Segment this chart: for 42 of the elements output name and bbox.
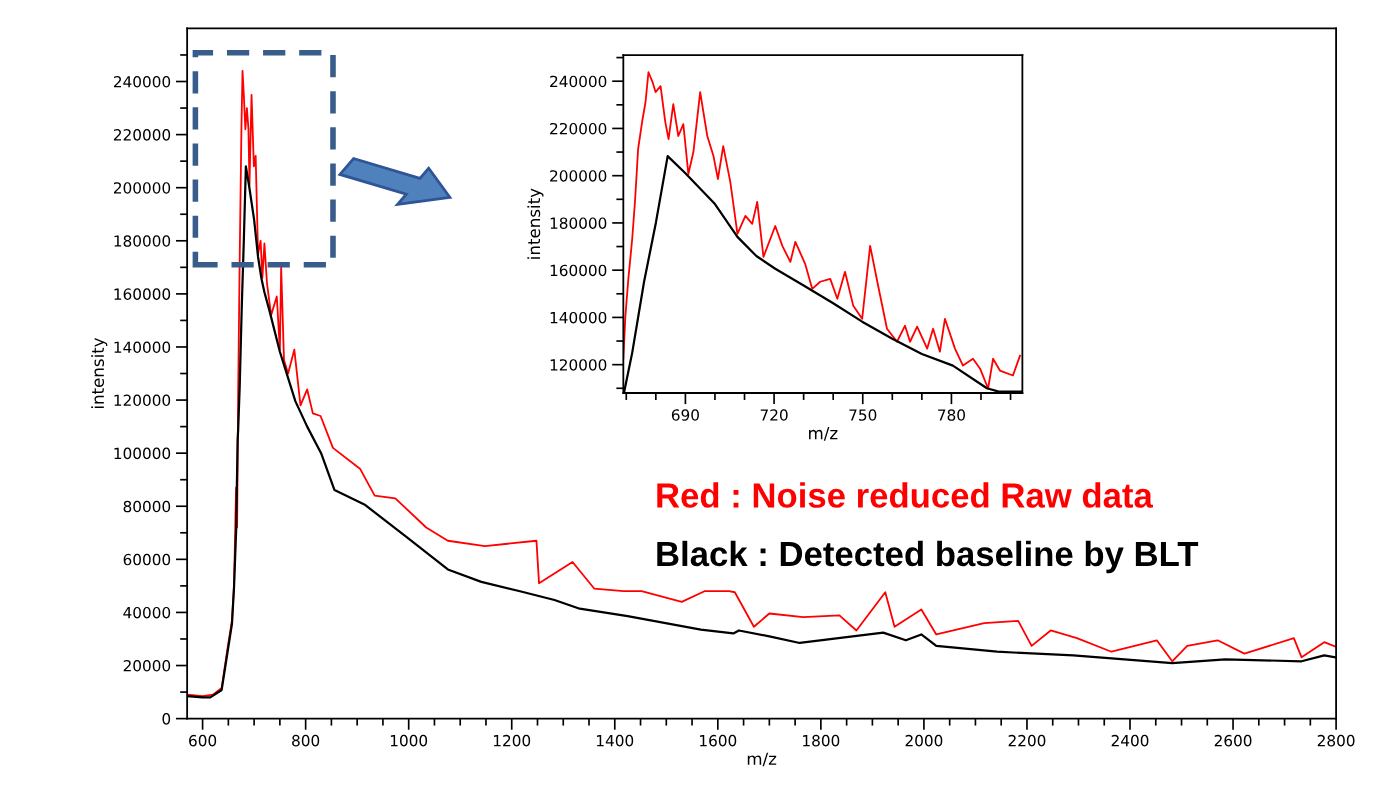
y-tick-label: 140000: [114, 341, 171, 353]
x-tick-label: 1800: [803, 734, 840, 747]
y-tick-label: 240000: [113, 75, 171, 88]
x-tick-label: 600: [189, 734, 217, 747]
y-tick-label: 200000: [113, 182, 171, 194]
y-tick-label: 180000: [550, 217, 607, 229]
y-axis-title: intensity: [527, 188, 544, 259]
x-tick-label: 1000: [390, 734, 428, 747]
x-tick-label: 720: [760, 409, 788, 421]
y-tick-label: 240000: [550, 75, 607, 88]
y-tick-label: 60000: [123, 553, 171, 566]
x-tick-label: 750: [849, 409, 877, 421]
x-tick-label: 2800: [1317, 734, 1355, 747]
x-tick-label: 800: [292, 734, 320, 747]
y-tick-label: 100000: [114, 447, 171, 460]
annotation: Black : Detected baseline by BLT: [657, 540, 1199, 574]
y-tick-label: 140000: [550, 311, 607, 324]
x-tick-label: 1600: [700, 734, 737, 747]
x-tick-label: 1200: [493, 734, 531, 747]
y-tick-label: 20000: [123, 659, 171, 672]
y-tick-label: 0: [162, 713, 171, 725]
y-axis-title: intensity: [91, 337, 108, 409]
x-tick-label: 2400: [1111, 734, 1149, 747]
x-tick-label: 2600: [1214, 734, 1252, 747]
y-tick-label: 160000: [550, 264, 607, 277]
x-tick-label: 780: [938, 409, 965, 421]
x-axis-title: m/z: [809, 427, 838, 441]
x-tick-label: 2000: [905, 734, 943, 747]
y-tick-label: 220000: [550, 122, 607, 135]
x-tick-label: 2200: [1008, 734, 1046, 747]
y-tick-label: 180000: [114, 235, 171, 247]
y-tick-label: 220000: [113, 129, 171, 141]
y-tick-label: 120000: [114, 394, 171, 407]
y-tick-label: 120000: [550, 359, 607, 371]
x-axis-title: m/z: [747, 752, 777, 767]
x-tick-label: 690: [671, 409, 699, 421]
y-tick-label: 80000: [123, 500, 171, 513]
annotation: Red : Noise reduced Raw data: [657, 482, 1154, 508]
x-tick-label: 1400: [597, 734, 634, 747]
y-tick-label: 200000: [550, 170, 607, 182]
y-tick-label: 40000: [123, 606, 171, 619]
y-tick-label: 160000: [114, 288, 171, 300]
